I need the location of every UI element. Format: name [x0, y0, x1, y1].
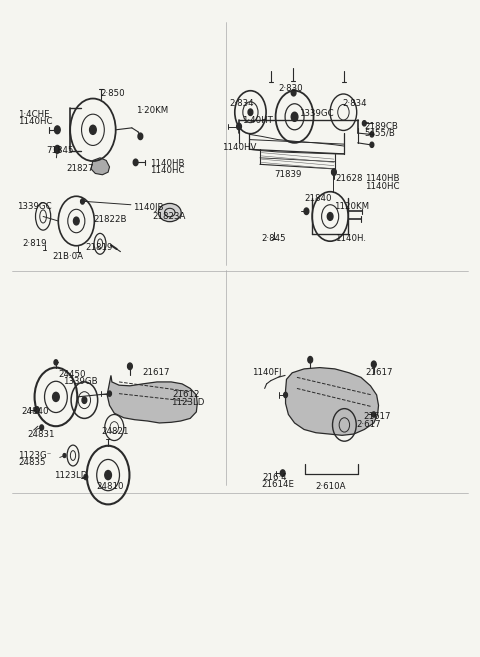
Text: 21822B: 21822B — [93, 215, 126, 223]
Text: 1140HB: 1140HB — [365, 174, 399, 183]
Text: 24840: 24840 — [22, 407, 49, 417]
Circle shape — [133, 159, 138, 166]
Text: 1·20KM: 1·20KM — [136, 106, 168, 115]
Text: 1339GC: 1339GC — [300, 109, 334, 118]
Text: 1123G⁻: 1123G⁻ — [18, 451, 51, 460]
Text: 2·845: 2·845 — [261, 234, 286, 243]
Circle shape — [40, 425, 44, 430]
Text: 71839: 71839 — [274, 170, 301, 179]
Polygon shape — [286, 367, 379, 436]
Text: 21819: 21819 — [86, 243, 113, 252]
Circle shape — [304, 208, 309, 214]
Text: 1140FJ: 1140FJ — [252, 369, 281, 377]
Circle shape — [73, 217, 79, 225]
Circle shape — [108, 391, 111, 396]
Text: 1·40HT: 1·40HT — [242, 116, 273, 125]
Text: 21614E: 21614E — [261, 480, 294, 489]
Circle shape — [370, 132, 374, 137]
Circle shape — [63, 453, 66, 457]
Text: 1140HC: 1140HC — [365, 182, 399, 191]
Text: 24831: 24831 — [27, 430, 55, 439]
Text: 71845: 71845 — [47, 146, 74, 155]
Text: 2·830: 2·830 — [278, 84, 302, 93]
Circle shape — [90, 125, 96, 135]
Text: 1·4CHE: 1·4CHE — [18, 110, 49, 120]
Ellipse shape — [158, 204, 181, 221]
Text: 1339GC: 1339GC — [17, 202, 52, 210]
Text: 24835: 24835 — [18, 458, 46, 467]
Circle shape — [55, 145, 60, 153]
Circle shape — [84, 474, 88, 480]
Text: 21827: 21827 — [67, 164, 95, 173]
Text: 1120KM: 1120KM — [334, 202, 369, 210]
Text: 24821: 24821 — [101, 427, 129, 436]
Text: 1339GB: 1339GB — [63, 377, 98, 386]
Text: 1140HC: 1140HC — [18, 117, 52, 126]
Circle shape — [291, 89, 296, 96]
Circle shape — [362, 121, 366, 126]
Circle shape — [53, 392, 59, 401]
Text: 21617: 21617 — [363, 412, 391, 421]
Text: 2·819: 2·819 — [23, 239, 47, 248]
Text: 5455/B: 5455/B — [364, 129, 395, 137]
Text: 2·834: 2·834 — [342, 99, 367, 108]
Text: 21823A: 21823A — [152, 212, 186, 221]
Circle shape — [35, 407, 39, 413]
Text: 216·4: 216·4 — [263, 472, 288, 482]
Text: 1140HV: 1140HV — [222, 143, 256, 152]
Text: 21617: 21617 — [366, 369, 393, 377]
Text: 2189CB: 2189CB — [364, 122, 398, 131]
Text: 2·834: 2·834 — [229, 99, 254, 108]
Circle shape — [372, 361, 376, 367]
Circle shape — [248, 109, 253, 116]
Circle shape — [280, 470, 285, 476]
Text: 2·610A: 2·610A — [315, 482, 346, 491]
Text: 21612: 21612 — [173, 390, 200, 399]
Circle shape — [332, 169, 336, 175]
Text: 1123LD: 1123LD — [54, 471, 87, 480]
Text: 21840: 21840 — [304, 194, 332, 203]
Text: 2·850: 2·850 — [100, 89, 125, 99]
Text: 1123LD: 1123LD — [171, 398, 204, 407]
Text: 24450: 24450 — [59, 370, 86, 378]
Circle shape — [138, 133, 143, 139]
Text: 1140HB: 1140HB — [150, 159, 184, 168]
Circle shape — [55, 126, 60, 134]
Circle shape — [81, 199, 84, 204]
Polygon shape — [91, 158, 109, 175]
Circle shape — [291, 112, 298, 122]
Text: 1140H.: 1140H. — [335, 234, 366, 243]
Circle shape — [54, 360, 58, 365]
Polygon shape — [107, 375, 197, 423]
Text: 21628: 21628 — [335, 174, 362, 183]
Circle shape — [237, 124, 241, 130]
Text: 21B·0A: 21B·0A — [53, 252, 84, 261]
Circle shape — [308, 357, 312, 363]
Circle shape — [370, 142, 374, 147]
Circle shape — [105, 470, 111, 480]
Circle shape — [128, 363, 132, 369]
Circle shape — [284, 392, 288, 397]
Text: 1140JB: 1140JB — [133, 204, 164, 212]
Text: 24810: 24810 — [96, 482, 124, 491]
Text: 2·617: 2·617 — [356, 420, 381, 430]
Circle shape — [372, 412, 376, 417]
Circle shape — [82, 397, 87, 403]
Circle shape — [327, 213, 333, 220]
Text: 21617: 21617 — [143, 369, 170, 377]
Text: 1140HC: 1140HC — [150, 166, 184, 175]
